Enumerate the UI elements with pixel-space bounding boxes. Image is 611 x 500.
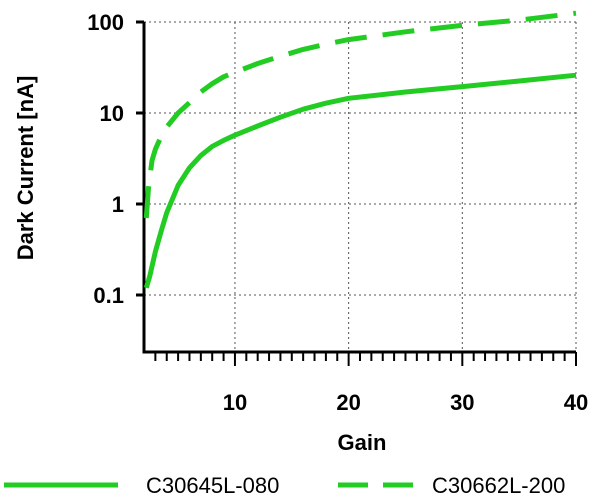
axes xyxy=(136,20,576,354)
tick-labels: 10 20 30 40 0.1 1 10 100 xyxy=(87,10,588,415)
series-lines xyxy=(143,10,577,289)
series-line-2 xyxy=(143,10,577,219)
legend-label-1: C30645L-080 xyxy=(146,473,279,498)
y-axis-title: Dark Current [nA] xyxy=(13,76,38,261)
x-tick-label-40: 40 xyxy=(564,390,588,415)
x-minor-ticks xyxy=(154,352,577,366)
x-axis-title: Gain xyxy=(338,430,387,455)
legend: C30645L-080 C30662L-200 xyxy=(4,473,565,498)
x-tick-label-30: 30 xyxy=(450,390,474,415)
y-tick-label-1: 1 xyxy=(112,192,124,217)
y-tick-label-0.1: 0.1 xyxy=(93,283,124,308)
series-line-1 xyxy=(143,72,577,289)
y-tick-label-100: 100 xyxy=(87,10,124,35)
grid xyxy=(144,21,577,352)
y-tick-label-10: 10 xyxy=(100,101,124,126)
x-tick-label-10: 10 xyxy=(223,390,247,415)
legend-label-2: C30662L-200 xyxy=(432,473,565,498)
x-tick-label-20: 20 xyxy=(336,390,360,415)
